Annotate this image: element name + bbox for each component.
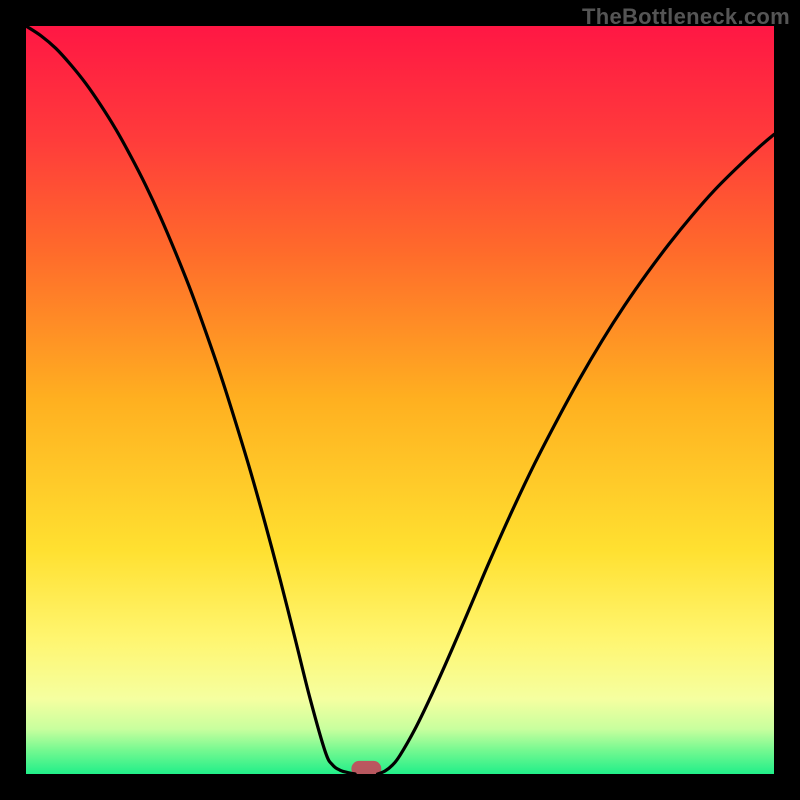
plot-area bbox=[26, 26, 774, 774]
watermark-text: TheBottleneck.com bbox=[582, 4, 790, 30]
gradient-background bbox=[26, 26, 774, 774]
optimal-marker bbox=[351, 761, 381, 774]
chart-svg bbox=[26, 26, 774, 774]
chart-container: TheBottleneck.com bbox=[0, 0, 800, 800]
